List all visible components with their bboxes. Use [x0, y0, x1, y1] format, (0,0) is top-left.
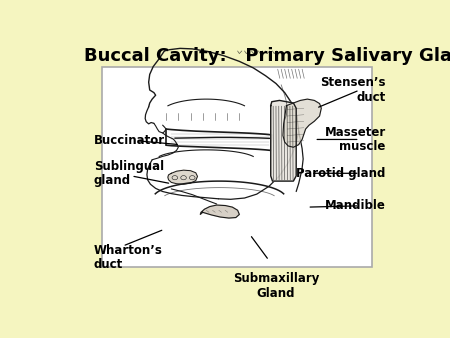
Text: Parotid gland: Parotid gland — [297, 167, 386, 180]
Text: Buccal Cavity:   Primary Salivary Glands: Buccal Cavity: Primary Salivary Glands — [84, 47, 450, 65]
Text: Submaxillary
Gland: Submaxillary Gland — [233, 272, 319, 300]
FancyBboxPatch shape — [102, 67, 372, 267]
Text: Stensen’s
duct: Stensen’s duct — [320, 76, 386, 104]
Text: Sublingual
gland: Sublingual gland — [94, 160, 164, 187]
Polygon shape — [271, 100, 296, 181]
Text: Wharton’s
duct: Wharton’s duct — [94, 244, 163, 271]
Text: Mandible: Mandible — [325, 199, 386, 212]
Text: Buccinator: Buccinator — [94, 134, 165, 147]
Text: Masseter
muscle: Masseter muscle — [324, 126, 386, 153]
Polygon shape — [200, 205, 239, 218]
Polygon shape — [283, 99, 321, 147]
Polygon shape — [168, 170, 198, 184]
